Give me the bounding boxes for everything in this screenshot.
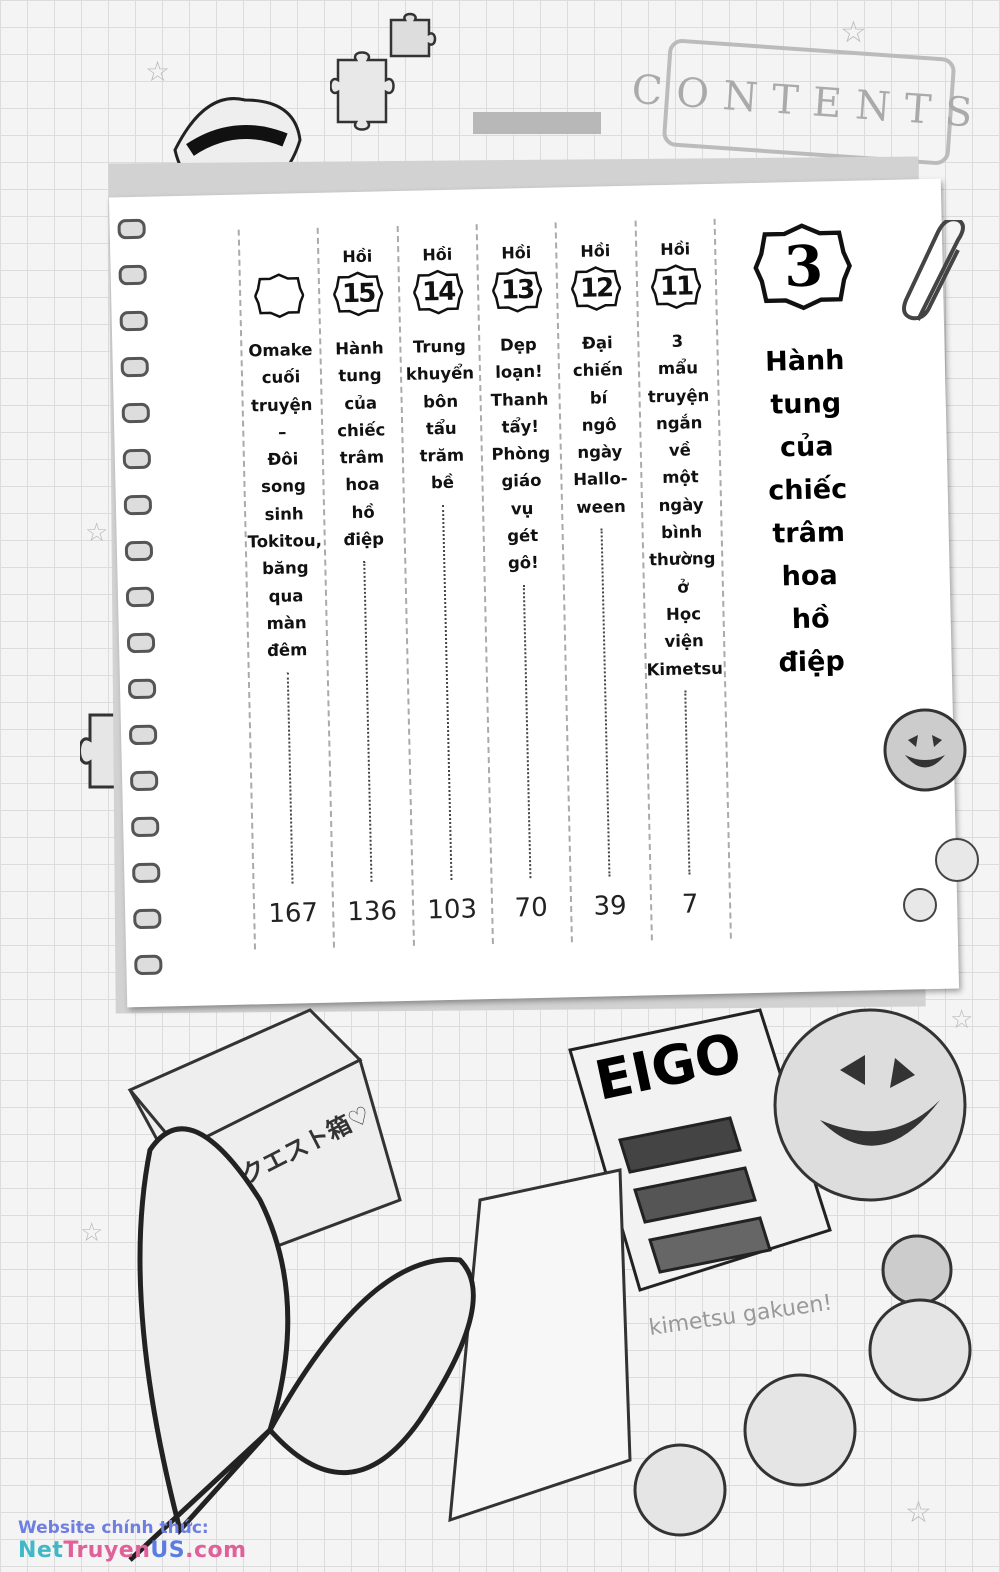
ring-hole <box>121 402 151 424</box>
brand-part: Truyen <box>63 1538 151 1563</box>
chapter-page-number: 7 <box>681 889 699 920</box>
paperclip-icon <box>902 220 965 321</box>
ring-hole <box>133 908 162 930</box>
chapter-page-number: 103 <box>427 894 478 926</box>
ring-hole <box>130 816 160 838</box>
chapter-number: 13 <box>500 274 534 306</box>
illustration: リクエスト箱♡ EIGO kimetsu gakuen! <box>127 1008 972 1562</box>
volume-badge: 3 <box>752 221 854 313</box>
chapter-badge: 15 <box>332 270 384 317</box>
ring-hole <box>124 540 154 562</box>
chapter-prefix: Hồi <box>501 242 532 263</box>
star-icon: ☆ <box>905 1495 932 1530</box>
dotted-leader <box>363 561 373 883</box>
bubble-icon <box>903 888 937 922</box>
ring-hole <box>127 678 157 700</box>
chapter-page-number: 167 <box>268 897 319 930</box>
jack-o-lantern-icon <box>773 1008 967 1306</box>
snowflake-icon <box>633 1298 972 1537</box>
bubble-icon <box>935 838 979 882</box>
tape-strip <box>473 112 601 134</box>
dotted-leader <box>441 504 453 880</box>
ring-hole <box>128 724 158 746</box>
chapter-page-number: 70 <box>514 892 549 924</box>
star-icon: ☆ <box>80 1218 104 1248</box>
ring-hole <box>117 218 146 240</box>
brand-part: .com <box>185 1538 247 1563</box>
puzzle-piece-icon <box>389 12 437 58</box>
chapter-badge: 12 <box>570 265 622 312</box>
ring-hole <box>118 264 147 286</box>
dotted-leader <box>684 690 691 875</box>
chapter-title: Trung khuyển bôn tẩu trăm bề <box>405 336 475 493</box>
star-icon: ☆ <box>840 15 867 50</box>
chapter-page-number: 39 <box>593 890 628 922</box>
chapter-column: Hồi 15 Hành tung của chiếc trâm hoa hồ điệ… <box>318 246 410 883</box>
ring-hole <box>125 586 155 608</box>
chapter-prefix: Hồi <box>342 246 373 267</box>
chapter-title: 3 mẩu truyện ngắn về một ngày bình thườn… <box>646 331 724 680</box>
chapter-badge: 14 <box>412 269 464 316</box>
chapter-number: 12 <box>579 273 613 304</box>
watermark-brand: NetTruyenUS.com <box>18 1538 247 1563</box>
chapter-page-number: 136 <box>347 896 398 928</box>
puzzle-piece-icon <box>330 51 395 131</box>
chapter-column: Hồi 12 Đại chiến bí ngô ngày Hallo- ween <box>556 241 648 878</box>
chapter-prefix: Hồi <box>422 244 453 265</box>
ring-hole <box>126 632 156 654</box>
chapter-title: Hành tung của chiếc trâm hoa hồ điệp <box>334 338 386 550</box>
volume-number: 3 <box>783 233 822 301</box>
sticker-text: kimetsu gakuen! <box>647 1290 833 1340</box>
chapter-column: Omake cuối truyện – Đôi song sinh Tokito… <box>239 248 331 884</box>
contents-stamp: CONTENTS <box>630 38 988 166</box>
watermark: Website chính thức: NetTruyenUS.com <box>18 1518 247 1563</box>
ring-hole <box>129 770 159 792</box>
star-icon: ☆ <box>950 1005 974 1035</box>
chapter-badge <box>253 272 305 319</box>
ring-hole <box>132 862 161 884</box>
dotted-leader <box>600 528 611 877</box>
ring-hole <box>120 356 149 378</box>
chapter-badge: 11 <box>650 263 702 310</box>
ring-hole <box>119 310 148 332</box>
dotted-leader <box>522 584 532 878</box>
chapter-column: Hồi 11 3 mẩu truyện ngắn về một ngày bình … <box>636 239 728 875</box>
dotted-leader <box>286 672 294 884</box>
brand-part: Net <box>18 1538 64 1563</box>
ring-hole <box>123 494 153 516</box>
chapter-column: Hồi 13 Dẹp loạn! Thanh tẩy! Phòng giáo vụ … <box>477 242 569 878</box>
chapter-column: Hồi 14 Trung khuyển bôn tẩu trăm bề <box>398 244 490 880</box>
chapter-prefix: Hồi <box>660 239 691 260</box>
chapter-number: 14 <box>421 276 455 308</box>
star-icon: ☆ <box>85 518 109 548</box>
chapter-number: 11 <box>659 271 693 303</box>
chapter-title: Omake cuối truyện – Đôi song sinh Tokito… <box>247 339 323 661</box>
chapter-number: 15 <box>341 278 375 310</box>
star-icon: ☆ <box>145 55 171 88</box>
ring-hole <box>122 448 152 470</box>
ring-hole <box>134 954 163 976</box>
chapter-prefix: Hồi <box>580 241 611 261</box>
sketchbook <box>448 1168 632 1523</box>
volume-heading: 3 Hành tung của chiếc trâm hoa hồ điệp <box>750 221 864 685</box>
watermark-line1: Website chính thức: <box>18 1518 209 1538</box>
jack-o-lantern-icon <box>883 708 967 792</box>
chapter-title: Dẹp loạn! Thanh tẩy! Phòng giáo vụ gét g… <box>490 334 551 573</box>
chapter-title: Đại chiến bí ngô ngày Hallo- ween <box>572 333 628 517</box>
butterfly-icon <box>128 1126 476 1562</box>
contents-paper: Omake cuối truyện – Đôi song sinh Tokito… <box>108 178 960 1008</box>
volume-title: Hành tung của chiếc trâm hoa hồ điệp <box>764 344 848 679</box>
chapter-badge: 13 <box>491 267 543 314</box>
brand-part: US <box>150 1538 186 1563</box>
